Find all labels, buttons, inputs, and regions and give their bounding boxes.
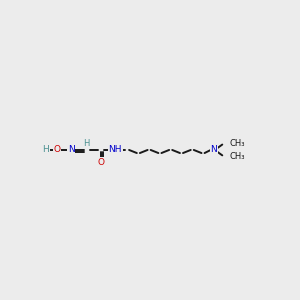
Text: O: O [98,158,105,167]
Text: H: H [43,146,49,154]
Text: CH₃: CH₃ [229,139,245,148]
Text: O: O [53,146,60,154]
Text: CH₃: CH₃ [229,152,245,161]
Text: H: H [84,139,90,148]
Text: NH: NH [109,146,122,154]
Text: N: N [210,146,217,154]
Text: N: N [68,146,75,154]
